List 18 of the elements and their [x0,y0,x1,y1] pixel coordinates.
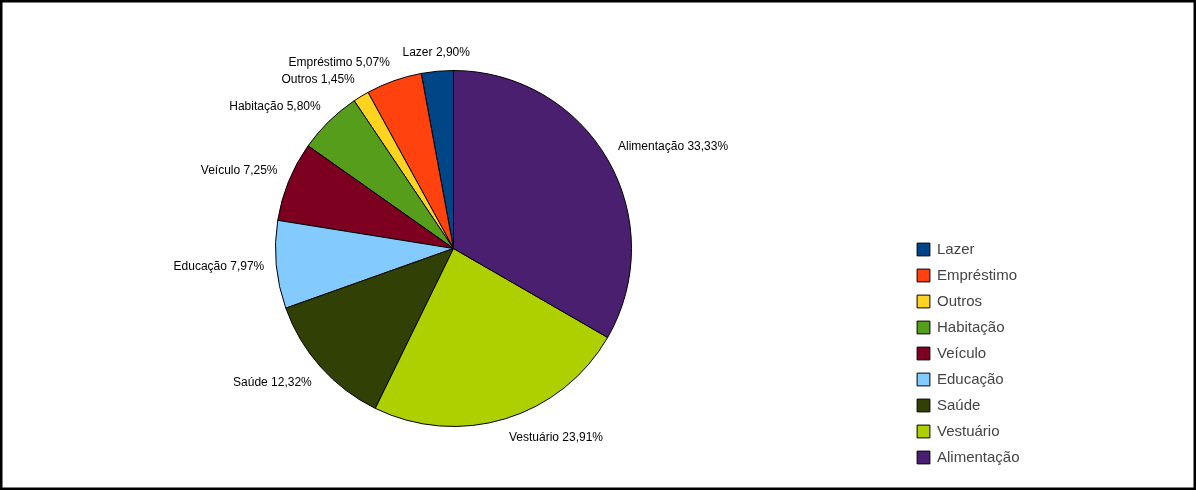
legend-label: Veículo [937,344,987,361]
legend-label: Saúde [937,396,981,413]
legend-label: Empréstimo [937,266,1018,283]
legend-label: Alimentação [937,448,1020,465]
data-label: Outros 1,45% [281,72,356,87]
legend-label: Outros [937,292,983,309]
legend-label: Educação [937,370,1004,387]
legend-label: Habitação [937,318,1005,335]
data-label: Veículo 7,25% [200,162,278,177]
data-label: Educação 7,97% [173,258,265,273]
data-label: Saúde 12,32% [233,375,313,390]
data-label: Empréstimo 5,07% [288,55,391,70]
legend-label: Lazer [937,240,975,257]
data-label: Lazer 2,90% [402,45,471,60]
data-label: Habitação 5,80% [229,98,322,113]
data-label: Alimentação 33,33% [618,139,729,154]
data-label: Vestuário 23,91% [508,430,604,445]
legend-label: Vestuário [937,422,1000,439]
